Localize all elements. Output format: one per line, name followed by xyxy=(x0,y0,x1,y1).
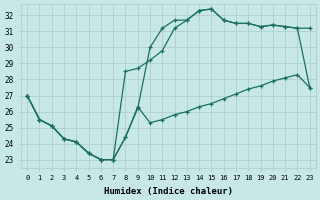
X-axis label: Humidex (Indice chaleur): Humidex (Indice chaleur) xyxy=(104,187,233,196)
